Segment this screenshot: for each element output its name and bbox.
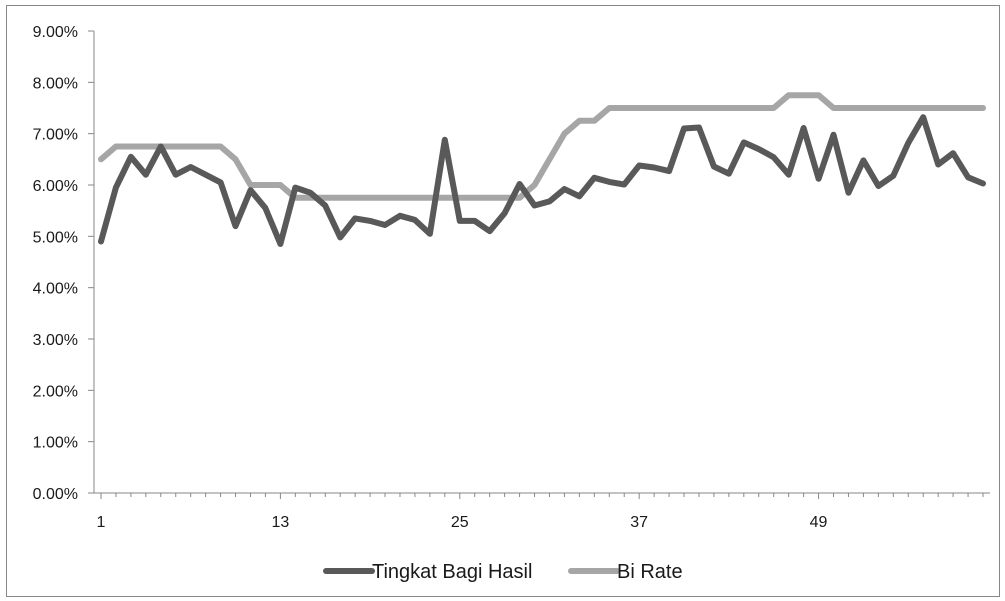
x-tick-label: 13 (271, 514, 289, 531)
y-tick-label: 2.00% (33, 383, 78, 400)
series-layer (98, 92, 986, 247)
x-tick-label: 1 (97, 514, 106, 531)
y-tick-label: 1.00% (33, 435, 78, 452)
y-tick-label: 3.00% (33, 332, 78, 349)
legend: Tingkat Bagi Hasil Bi Rate (323, 561, 683, 583)
y-tick-label: 5.00% (33, 229, 78, 246)
series-line-tingkat-bagi-hasil (98, 114, 986, 247)
y-tick-label: 4.00% (33, 281, 78, 298)
chart-frame (6, 5, 1000, 597)
legend-label: Bi Rate (617, 561, 683, 583)
y-tick-label: 7.00% (33, 127, 78, 144)
y-tick-label: 6.00% (33, 178, 78, 195)
x-tick-label: 37 (630, 514, 648, 531)
axes: 0.00% 1.00% 2.00% 3.00% 4.00% 5.00% 6.00% 7.00%… (33, 24, 990, 531)
y-tick-label: 0.00% (33, 486, 78, 503)
series-line-bi-rate (98, 92, 986, 201)
y-tick-label: 8.00% (33, 75, 78, 92)
legend-label: Tingkat Bagi Hasil (372, 561, 532, 583)
x-tick-label: 25 (451, 514, 469, 531)
x-tick-label: 49 (810, 514, 828, 531)
y-tick-label: 9.00% (33, 24, 78, 41)
